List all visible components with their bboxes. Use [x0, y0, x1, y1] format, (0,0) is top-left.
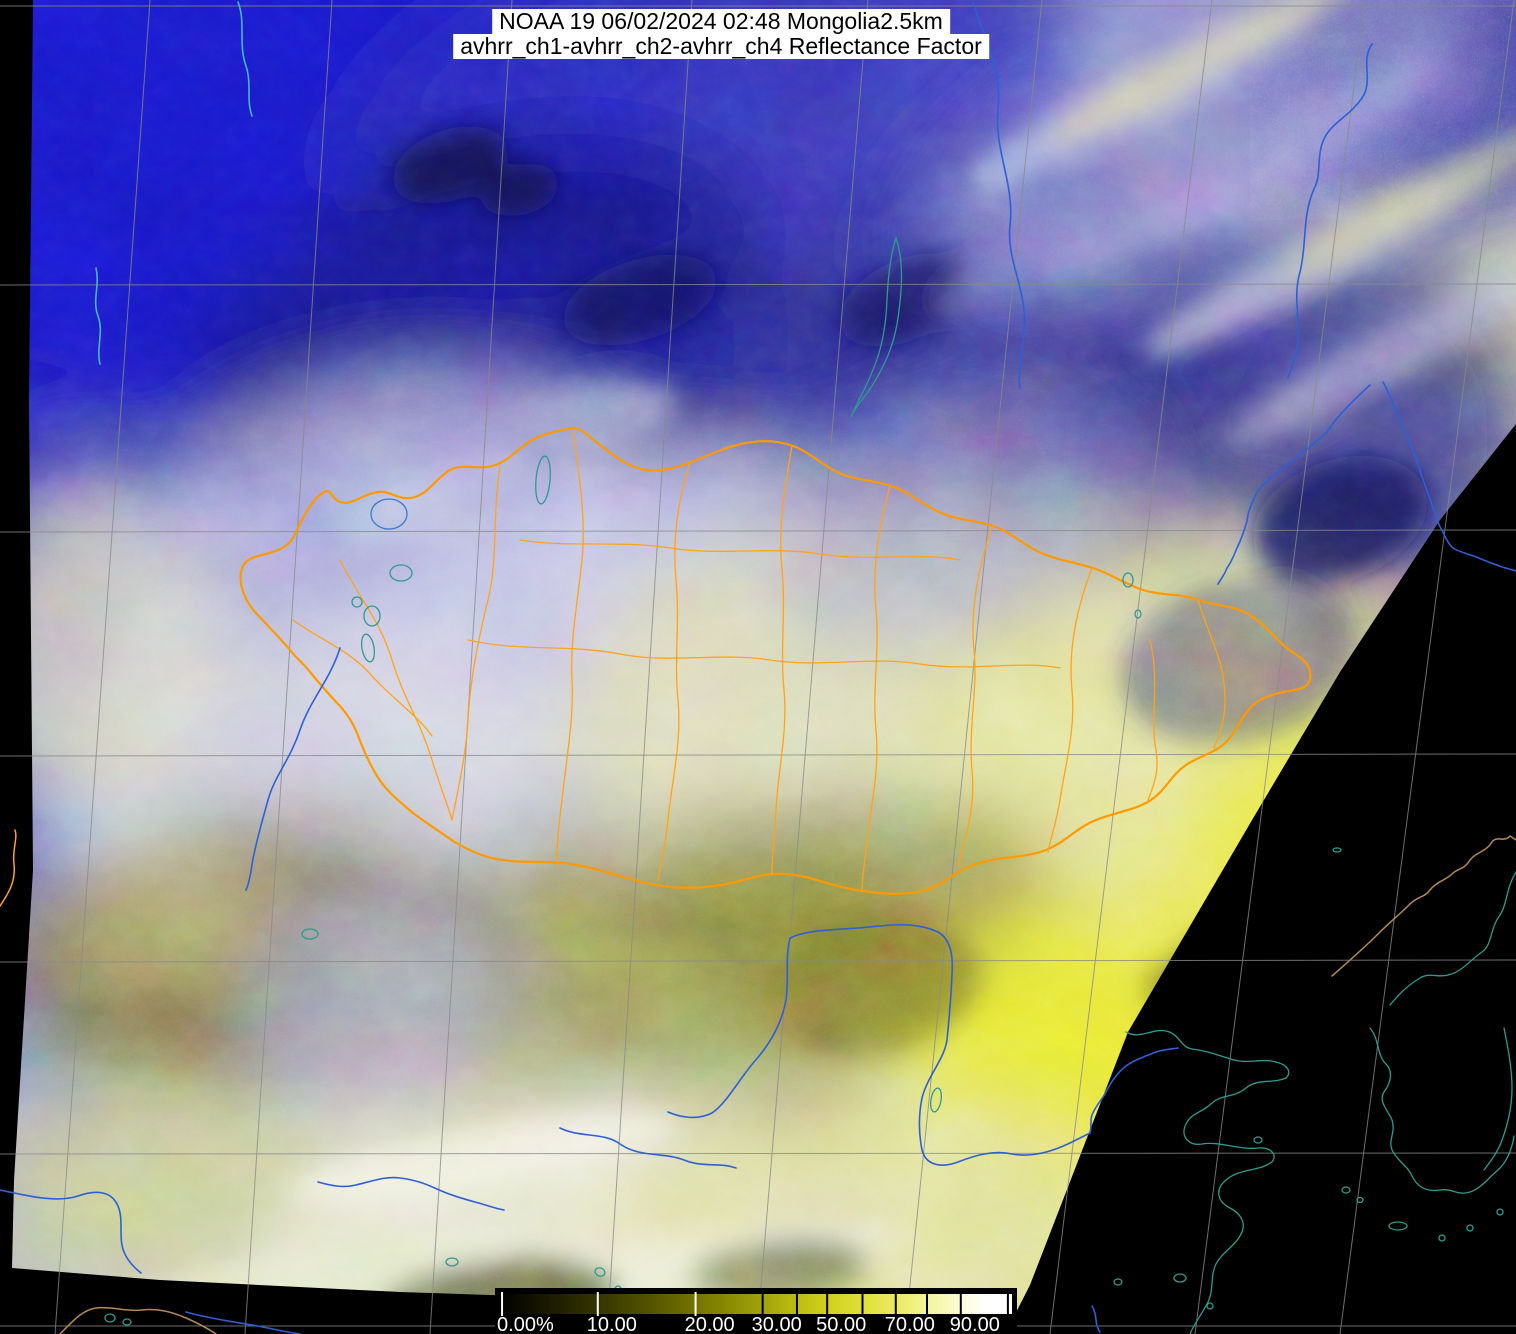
colorbar-label: 90.00: [950, 1314, 1000, 1334]
coast-bohai: [1125, 1029, 1290, 1334]
coast-korea-east: [1483, 1027, 1513, 1171]
colorbar-label: 0.00%: [497, 1314, 554, 1334]
lakes: [104, 235, 1142, 1326]
mongolia-national-border: [239, 426, 1312, 895]
colorbar-label: 50.00: [816, 1314, 866, 1334]
coast-korea-west: [1369, 1027, 1515, 1194]
river-black-area: [1389, 871, 1516, 1006]
annotation-header: NOAA 19 06/02/2024 02:48 Mongolia2.5km a…: [453, 9, 989, 59]
colorbar-ticks: [501, 1292, 1009, 1316]
island-jeju: [1388, 1221, 1408, 1231]
colorbar-label: 30.00: [752, 1314, 802, 1334]
colorbar-gradient-bar: [500, 1294, 1012, 1314]
sensor-speckle-noise: [1250, 0, 1516, 220]
colorbar: 0.00% 10.00 20.00 30.00 50.00 70.00 90.00: [495, 1288, 1017, 1334]
colorbar-label: 70.00: [885, 1314, 935, 1334]
lake-uvs: [370, 498, 408, 530]
swath-edge-right: [1005, 424, 1516, 1334]
title-line1: NOAA 19 06/02/2024 02:48 Mongolia2.5km: [492, 9, 950, 34]
foreign-border-right: [1331, 835, 1516, 977]
country-borders: [0, 426, 1516, 1334]
colorbar-labels: 0.00% 10.00 20.00 30.00 50.00 70.00 90.00: [497, 1314, 1000, 1334]
coastlines: [1113, 847, 1516, 1334]
colorbar-label: 10.00: [587, 1314, 637, 1334]
colorbar-svg: 0.00% 10.00 20.00 30.00 50.00 70.00 90.00: [495, 1288, 1017, 1334]
lake-khovsgol: [535, 455, 551, 505]
lake-baikal: [850, 235, 903, 418]
foreign-border-bottomleft: [59, 1306, 217, 1334]
foreign-border-topleft: [0, 829, 17, 907]
aimag-borders: [292, 431, 1226, 891]
colorbar-label: 20.00: [685, 1314, 735, 1334]
title-line2: avhrr_ch1-avhrr_ch2-avhrr_ch4 Reflectanc…: [453, 34, 989, 59]
